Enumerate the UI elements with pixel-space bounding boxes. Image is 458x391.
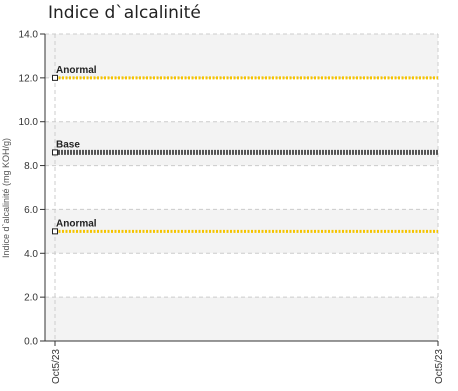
y-tick-labels: 0.0 2.0 4.0 6.0 8.0 10.0 12.0 14.0 [19,30,45,348]
x-tick-label: Oct5/23 [51,349,62,384]
y-tick-label: 2.0 [24,293,38,304]
chart-title: Indice d`alcalinité [48,3,201,23]
series-labels: Anormal Base Anormal [56,65,97,230]
x-tick-label: Oct5/23 [434,349,445,384]
y-tick-label: 6.0 [24,205,38,216]
x-tick-labels: Oct5/23 Oct5/23 [51,341,445,384]
series-marker [52,74,58,81]
grid-band [45,34,438,78]
grid-band [45,297,438,341]
series-marker [52,149,58,156]
y-tick-label: 12.0 [19,73,39,84]
series-marker [52,228,58,235]
y-tick-label: 14.0 [19,30,39,41]
grid-band [45,121,438,166]
y-tick-label: 8.0 [24,161,38,172]
series-label: Anormal [56,218,97,229]
y-tick-label: 10.0 [19,117,39,128]
series-label: Base [56,139,80,150]
gridlines [45,33,439,342]
y-tick-label: 4.0 [24,249,38,260]
y-tick-label: 0.0 [24,337,38,348]
series-label: Anormal [56,65,97,76]
y-axis-label: Indice d`alcalinité (mg KOH/g) [1,138,11,258]
background-bands [45,34,438,341]
series-lines [52,74,438,235]
axes [44,34,438,342]
